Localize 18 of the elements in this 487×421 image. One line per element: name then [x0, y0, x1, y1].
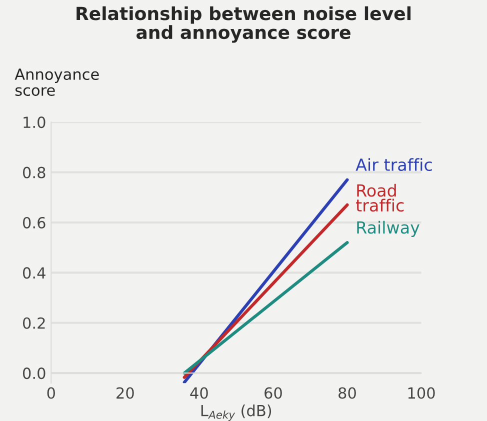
y-tick-label: 0.0: [22, 368, 46, 380]
series-label: Railway: [357, 220, 420, 238]
x-tick-label: 20: [116, 387, 134, 399]
x-tick-label: 60: [264, 387, 282, 399]
y-tick-label: 0.6: [22, 216, 46, 229]
series-label: Air traffic: [356, 158, 432, 172]
chart-title: Relationship between noise level and annoyance score: [76, 6, 411, 43]
x-tick-label: 80: [338, 387, 356, 399]
y-tick-label: 0.4: [22, 267, 46, 279]
x-tick-label: 40: [190, 387, 208, 399]
x-tick-label: 0: [47, 387, 55, 399]
x-tick-label: 100: [408, 387, 435, 399]
y-tick-label: 0.2: [22, 317, 45, 329]
x-axis-title: L$_{Aeky}$ (dB): [201, 404, 272, 421]
y-axis-title: Annoyance score: [14, 68, 99, 96]
y-tick-label: 0.8: [22, 166, 46, 178]
series-label: Road traffic: [356, 184, 404, 212]
y-tick-label: 1.0: [24, 116, 46, 128]
